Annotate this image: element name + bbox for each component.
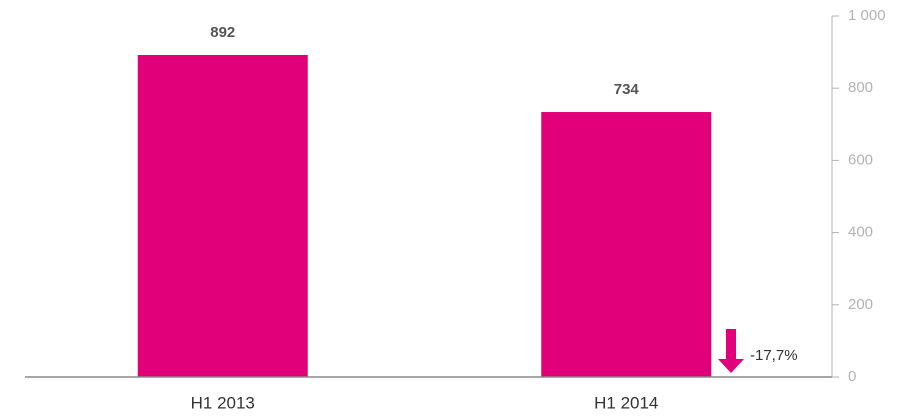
x-tick-label: H1 2013 (191, 393, 255, 412)
bar (541, 112, 712, 377)
y-tick-label: 1 000 (848, 7, 886, 24)
annotation: -17,7% (750, 347, 798, 364)
y-tick-label: 600 (848, 151, 873, 168)
y-tick-label: 400 (848, 224, 873, 241)
y-tick-label: 0 (848, 368, 856, 385)
down-arrow (718, 329, 744, 373)
y-tick-label: 200 (848, 296, 873, 313)
value-label: 892 (210, 24, 235, 41)
bar (137, 54, 308, 377)
x-tick-label: H1 2014 (594, 393, 658, 412)
value-label: 734 (614, 81, 640, 98)
y-tick-label: 800 (848, 79, 873, 96)
